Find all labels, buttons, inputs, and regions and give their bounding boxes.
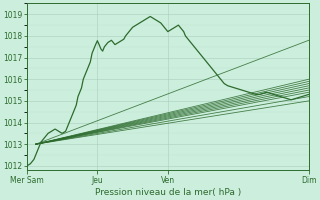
X-axis label: Pression niveau de la mer( hPa ): Pression niveau de la mer( hPa ) <box>95 188 241 197</box>
